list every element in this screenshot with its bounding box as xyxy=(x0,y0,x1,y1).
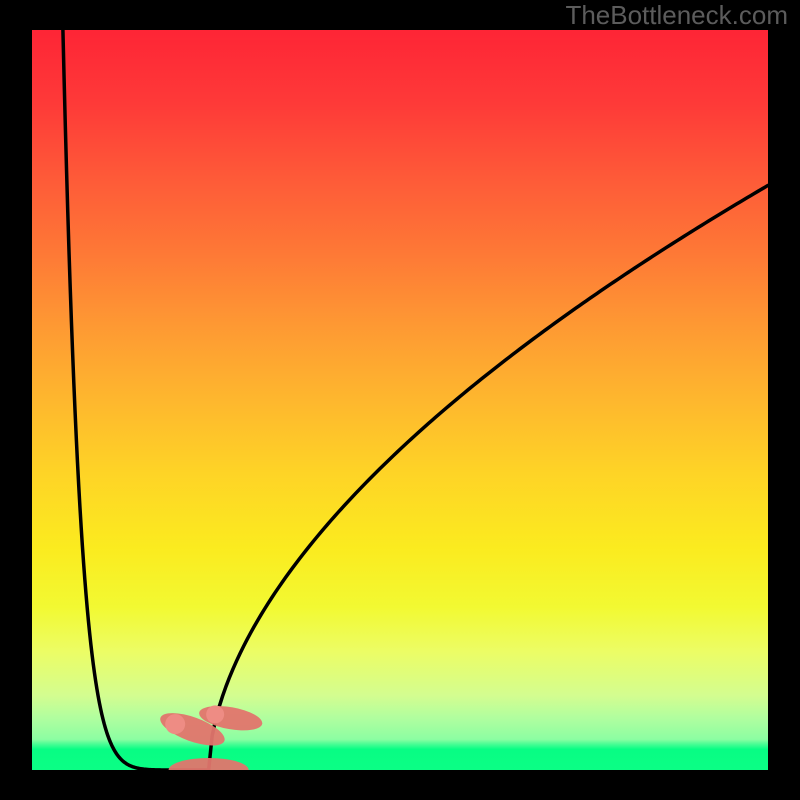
watermark-text: TheBottleneck.com xyxy=(565,0,788,31)
bottleneck-chart xyxy=(0,0,800,800)
plot-background xyxy=(32,30,768,770)
